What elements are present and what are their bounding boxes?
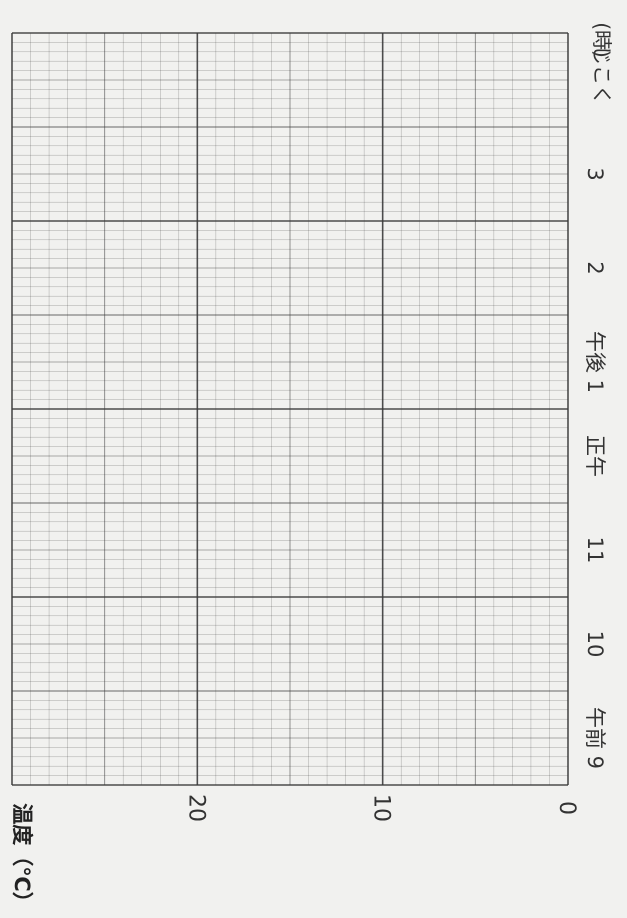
x-tick-label: 2 <box>583 261 607 274</box>
x-axis-unit: (時) <box>590 22 614 58</box>
y-tick-label: 0 <box>554 801 579 815</box>
x-tick-label: 10 <box>583 631 607 658</box>
x-tick-label: 11 <box>583 537 607 564</box>
x-axis-title-group: (時) じこく <box>590 22 614 105</box>
x-tick-label: 正午 <box>583 435 607 477</box>
y-tick-label: 20 <box>183 794 208 822</box>
graph-paper-grid <box>11 32 569 786</box>
y-axis-label: 温度（℃） <box>10 803 34 912</box>
x-tick-label: 3 <box>583 167 607 180</box>
y-tick-labels: 0 10 20 <box>183 794 579 822</box>
x-tick-labels: 午前 9 10 11 正午 午後 1 2 3 <box>583 167 607 769</box>
y-tick-label: 10 <box>369 794 394 822</box>
x-tick-label: 午前 9 <box>583 707 607 769</box>
x-axis-label: じこく <box>590 45 614 105</box>
x-tick-label: 午後 1 <box>583 331 607 393</box>
